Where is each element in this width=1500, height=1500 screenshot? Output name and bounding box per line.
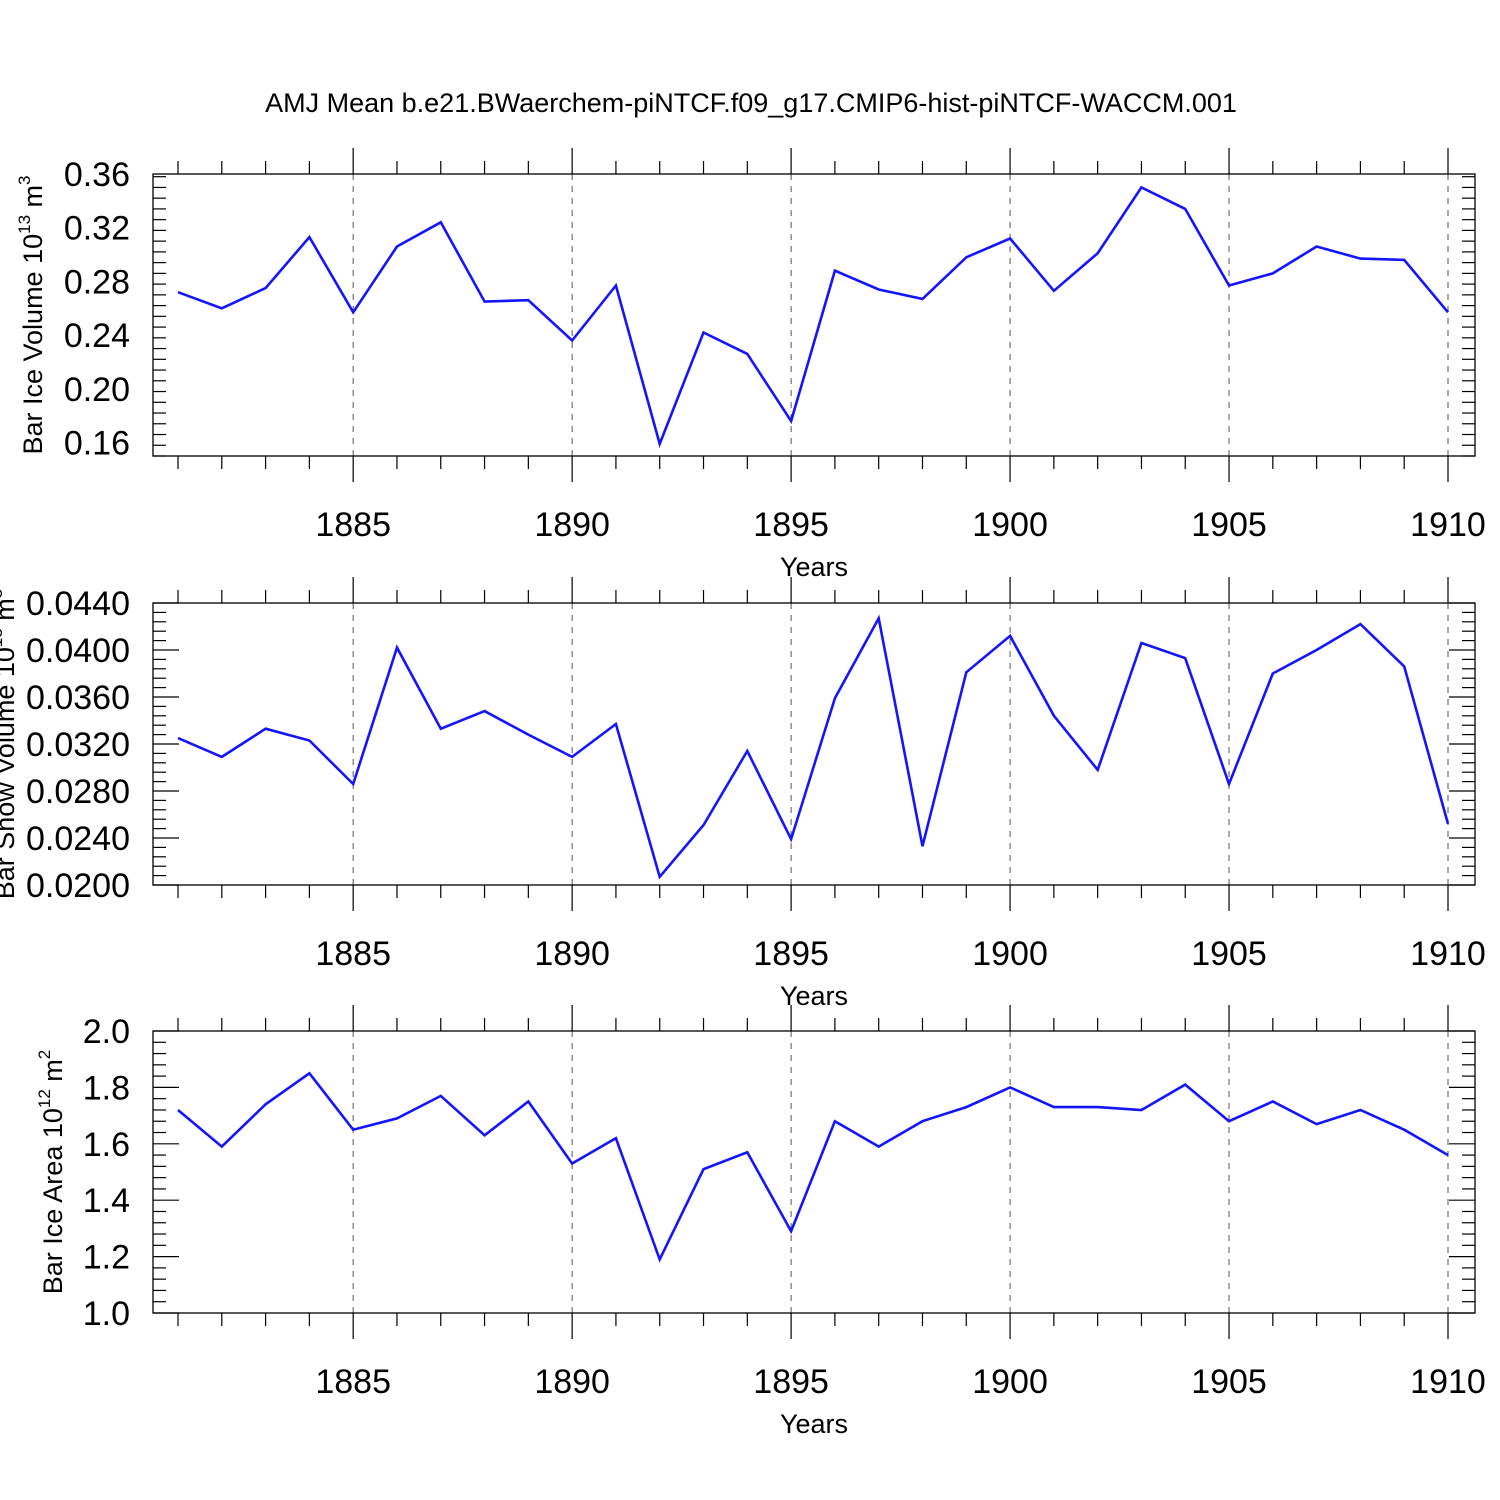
y-axis-label-text: m [18,185,48,215]
x-tick-label: 1895 [753,506,829,544]
plot-frame [152,173,1476,457]
series-line-snow-volume [177,614,1450,880]
x-tick-label: 1910 [1410,506,1486,544]
x-tick-label: 1910 [1410,935,1486,973]
y-tick-label: 1.2 [83,1239,130,1277]
y-tick-label: 1.0 [83,1295,130,1333]
x-tick-label: 1900 [972,1363,1048,1401]
y-tick-label: 0.0280 [26,773,130,811]
y-tick-label: 0.32 [64,210,130,248]
y-axis-label: Bar Ice Area 1012 m2 [35,1050,68,1295]
x-tick-label: 1900 [972,935,1048,973]
y-axis-label-superscript: 12 [35,1089,54,1108]
x-tick-label: 1890 [534,506,610,544]
ice-area-panel: 1885 1890 1895 1900 1905 1910 Years 1.0 1.2 1.4 1.… [35,1005,1486,1439]
y-axis-label-text: Bar Ice Area 10 [38,1108,68,1294]
y-axis-label-superscript: 3 [0,589,6,598]
y-axis-label-text: m [38,1059,68,1089]
y-tick-label: 0.0400 [26,632,130,670]
series-line-ice-volume [177,185,1449,448]
y-tick-label: 0.36 [64,156,130,194]
y-axis-label-text: m [0,598,20,628]
y-tick-label: 0.0320 [26,726,130,764]
y-tick-label: 0.20 [64,371,130,409]
y-tick-label: 0.24 [64,317,130,355]
y-axis-label-superscript: 3 [15,175,34,184]
x-tick-label: 1905 [1191,935,1267,973]
y-axis-label: Bar Snow Volume 1013 m3 [0,589,20,900]
x-tick-label: 1895 [753,935,829,973]
y-axis-label: Bar Ice Volume 1013 m3 [15,175,48,454]
y-axis-label-superscript: 13 [0,628,6,647]
x-tick-label: 1905 [1191,506,1267,544]
x-tick-label: 1905 [1191,1363,1267,1401]
x-tick-label: 1910 [1410,1363,1486,1401]
plot-frame [152,1030,1476,1314]
series-line-ice-area [177,1071,1449,1263]
y-axis-label-superscript: 13 [15,215,34,234]
y-axis-label-superscript: 2 [35,1050,54,1059]
y-tick-label: 0.0360 [26,679,130,717]
y-tick-label: 2.0 [83,1013,130,1051]
ice-volume-panel: 1885 1890 1895 1900 1905 1910 Years 0.16 0.20 0.2… [15,148,1486,582]
figure-title: AMJ Mean b.e21.BWaerchem-piNTCF.f09_g17.… [265,88,1237,118]
y-tick-label: 1.4 [83,1182,130,1220]
x-tick-label: 1885 [315,935,391,973]
x-axis-label: Years [780,1409,848,1439]
x-axis-label: Years [780,552,848,582]
plot-frame [152,602,1476,886]
x-tick-label: 1900 [972,506,1048,544]
snow-volume-panel: 1885 1890 1895 1900 1905 1910 Years 0.0200 0.024… [0,577,1486,1011]
x-tick-label: 1890 [534,935,610,973]
y-tick-label: 0.16 [64,425,130,463]
x-axis-label: Years [780,981,848,1011]
y-axis-label-text: Bar Ice Volume 10 [18,234,48,455]
x-tick-label: 1895 [753,1363,829,1401]
y-axis-label-text: Bar Snow Volume 10 [0,647,20,899]
y-tick-label: 0.28 [64,263,130,301]
x-tick-label: 1885 [315,506,391,544]
y-tick-label: 1.6 [83,1126,130,1164]
y-tick-label: 0.0440 [26,585,130,623]
y-tick-label: 1.8 [83,1069,130,1107]
y-tick-label: 0.0200 [26,867,130,905]
x-tick-label: 1890 [534,1363,610,1401]
x-tick-label: 1885 [315,1363,391,1401]
y-tick-label: 0.0240 [26,820,130,858]
